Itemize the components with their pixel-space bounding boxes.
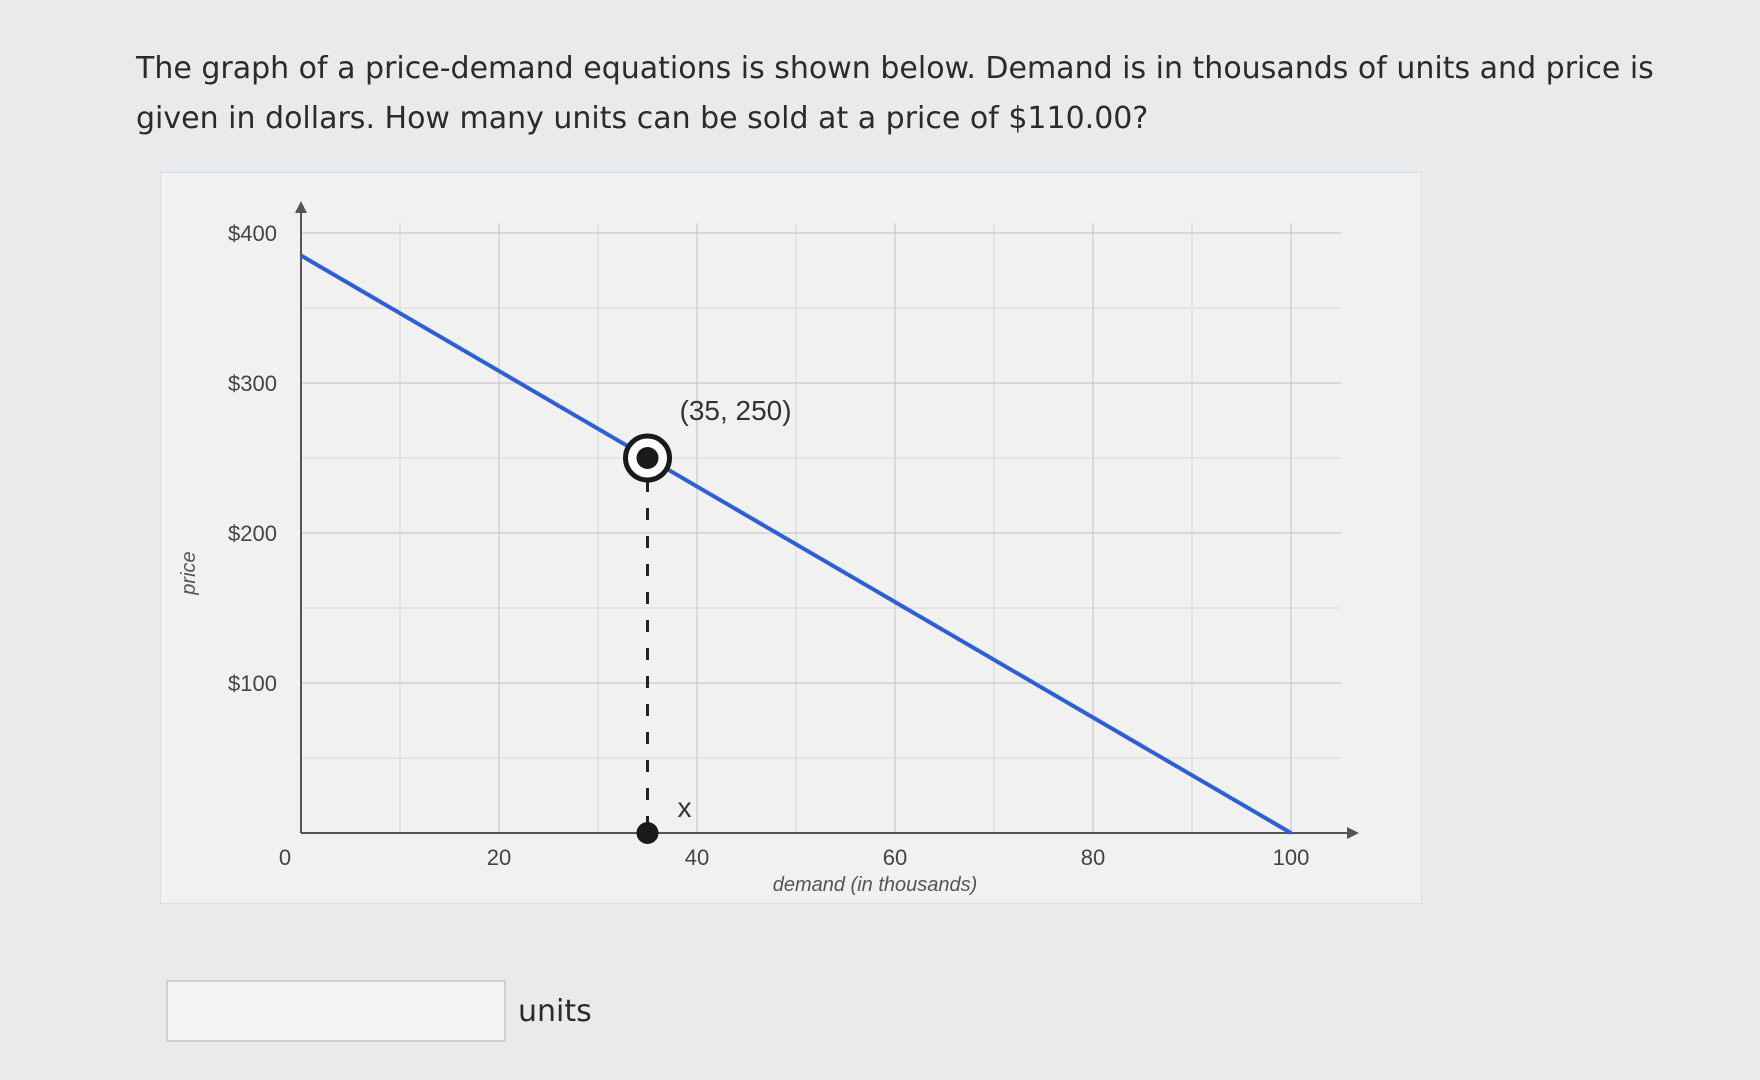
x-axis-arrow-icon xyxy=(1347,827,1359,839)
units-label: units xyxy=(518,993,592,1029)
x-marker-label: x xyxy=(678,792,692,823)
highlight-point xyxy=(636,447,659,469)
origin-label: 0 xyxy=(279,845,291,870)
y-tick-label: $300 xyxy=(228,371,277,396)
demand-line xyxy=(299,253,1293,835)
x-tick-label: 20 xyxy=(487,845,511,870)
question-line-2: given in dollars. How many units can be … xyxy=(136,101,1149,136)
question-line-1: The graph of a price-demand equations is… xyxy=(136,51,1654,86)
x-tick-label: 60 xyxy=(883,845,907,870)
answer-row: units xyxy=(166,980,592,1042)
y-tick-label: $400 xyxy=(228,221,277,246)
x-tick-label: 40 xyxy=(685,845,709,870)
y-tick-label: $100 xyxy=(228,671,277,696)
y-tick-label: $200 xyxy=(228,521,277,546)
x-tick-label: 80 xyxy=(1081,845,1105,870)
x-axis-title: demand (in thousands) xyxy=(773,874,978,896)
y-axis-title: price xyxy=(178,551,200,595)
question-text: The graph of a price-demand equations is… xyxy=(136,44,1736,144)
answer-input[interactable] xyxy=(166,980,506,1042)
price-demand-chart: 20 40 60 80 100 0 $100 $200 $300 $400 demand (in t… xyxy=(160,172,1422,904)
highlight-point-label: (35, 250) xyxy=(680,395,792,426)
chart-svg: 20 40 60 80 100 0 $100 $200 $300 $400 demand (in t… xyxy=(178,201,1359,896)
x-tick-label: 100 xyxy=(1273,845,1310,870)
y-axis-arrow-icon xyxy=(295,201,307,213)
x-intercept-marker xyxy=(636,822,659,844)
